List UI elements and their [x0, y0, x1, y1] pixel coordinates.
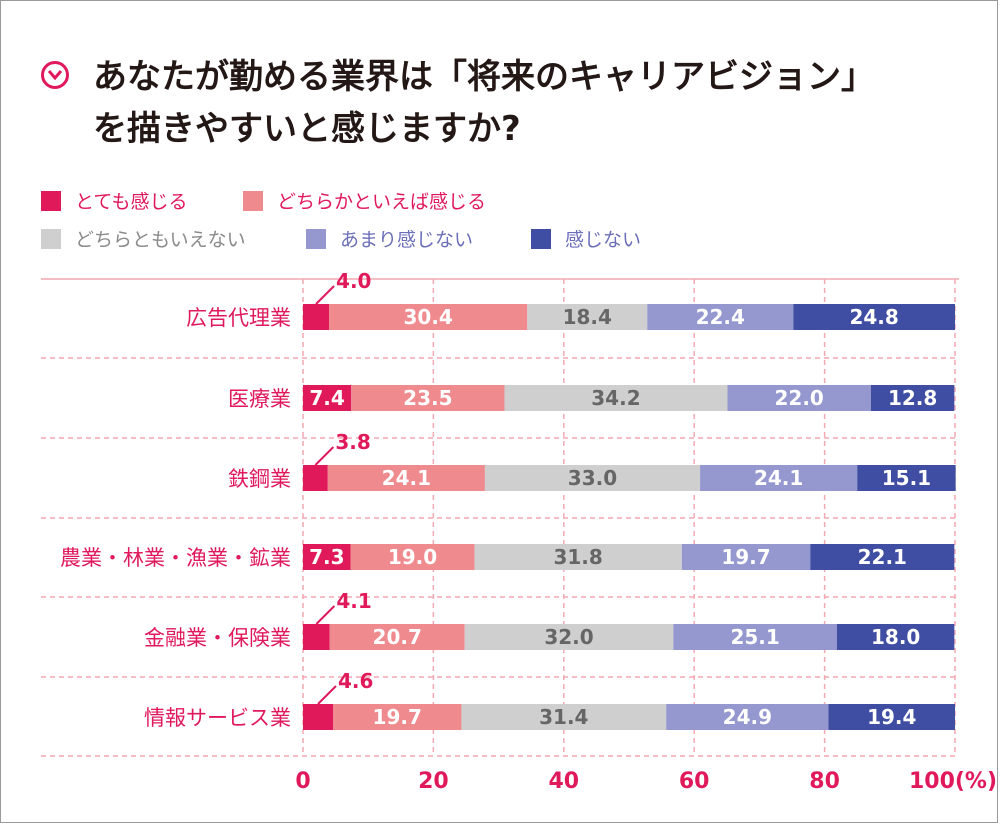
- bar-segment: [474, 544, 682, 570]
- bar-segment: [350, 544, 475, 570]
- data-label: 4.0: [336, 269, 371, 293]
- bar-segment: [673, 624, 837, 650]
- data-label: 4.6: [338, 669, 373, 693]
- bar-segment: [527, 304, 648, 330]
- category-label: 医療業: [228, 387, 291, 411]
- data-label: 22.0: [774, 386, 823, 410]
- data-label: 3.8: [335, 430, 370, 454]
- data-label: 24.9: [723, 705, 772, 729]
- bar-segment: [793, 304, 955, 330]
- x-tick-label: 20: [418, 769, 449, 794]
- data-label: 24.1: [382, 466, 431, 490]
- bar-segment: [700, 465, 858, 491]
- bar-segment: [351, 385, 505, 411]
- bar-segment: [303, 704, 333, 730]
- legend-label: とても感じる: [75, 191, 188, 213]
- bar-segment: [810, 544, 955, 570]
- bar-segment: [303, 385, 352, 411]
- bar-segment: [681, 544, 811, 570]
- legend-label: あまり感じない: [340, 229, 474, 251]
- bar-segment: [647, 304, 794, 330]
- data-label: 19.7: [721, 545, 770, 569]
- legend-item-not-much: あまり感じない: [306, 225, 473, 252]
- bar-segment: [461, 704, 667, 730]
- title-line-1: あなたが勤める業界は「将来のキャリアビジョン」: [93, 57, 875, 97]
- data-label: 33.0: [568, 466, 617, 490]
- data-label: 24.1: [754, 466, 803, 490]
- legend-item-not-at-all: 感じない: [531, 225, 641, 252]
- bar-segment: [303, 304, 330, 330]
- callout-line: [317, 685, 337, 705]
- bar-segment: [484, 465, 701, 491]
- data-label: 31.8: [553, 545, 602, 569]
- x-tick-label: 100(%): [909, 769, 997, 794]
- data-label: 19.0: [388, 545, 437, 569]
- data-label: 15.1: [882, 466, 931, 490]
- bar-segment: [836, 624, 955, 650]
- callout-line: [315, 285, 335, 305]
- legend-swatch: [41, 228, 61, 249]
- bar-segment: [727, 385, 871, 411]
- x-tick-label: 0: [295, 769, 310, 794]
- chevron-down-circle-icon: [41, 61, 69, 89]
- data-label: 34.2: [591, 386, 640, 410]
- data-label: 22.4: [696, 305, 745, 329]
- data-label: 24.8: [849, 305, 898, 329]
- bar-segment: [327, 465, 485, 491]
- data-label: 7.3: [309, 545, 344, 569]
- legend-swatch: [243, 190, 263, 211]
- data-label: 20.7: [373, 625, 422, 649]
- chart-title: あなたが勤める業界は「将来のキャリアビジョン」 を描きやすいと感じますか?: [93, 51, 993, 155]
- legend-swatch: [41, 190, 61, 211]
- category-label: 金融業・保険業: [144, 626, 291, 650]
- category-label: 情報サービス業: [144, 706, 291, 730]
- callout-line: [315, 605, 336, 625]
- bar-segment: [666, 704, 829, 730]
- data-label: 19.4: [867, 705, 916, 729]
- legend-item-neutral: どちらともいえない: [41, 225, 246, 252]
- title-line-2: を描きやすいと感じますか?: [93, 109, 521, 149]
- x-tick-label: 80: [809, 769, 840, 794]
- bar-segment: [329, 624, 465, 650]
- data-label: 31.4: [539, 705, 588, 729]
- data-label: 23.5: [403, 386, 452, 410]
- bar-segment: [504, 385, 728, 411]
- data-label: 7.4: [309, 386, 344, 410]
- data-label: 30.4: [404, 305, 453, 329]
- data-label: 32.0: [544, 625, 593, 649]
- bar-segment: [303, 624, 330, 650]
- data-label: 25.1: [730, 625, 779, 649]
- bar-segment: [329, 304, 528, 330]
- legend-item-strongly: とても感じる: [41, 187, 187, 214]
- bar-segment: [332, 704, 462, 730]
- x-tick-label: 60: [679, 769, 710, 794]
- bar-segment: [464, 624, 674, 650]
- data-label: 12.8: [888, 386, 937, 410]
- bar-segment: [828, 704, 955, 730]
- legend-swatch: [531, 228, 551, 249]
- bar-segment: [857, 465, 956, 491]
- data-label: 4.1: [336, 589, 371, 613]
- bar-segment: [870, 385, 955, 411]
- bar-segment: [303, 544, 351, 570]
- legend-item-somewhat: どちらかといえば感じる: [243, 187, 486, 214]
- data-label: 19.7: [373, 705, 422, 729]
- data-label: 22.1: [858, 545, 907, 569]
- category-label: 鉄鋼業: [228, 467, 291, 491]
- legend-label: どちらかといえば感じる: [277, 191, 487, 213]
- callout-line: [314, 446, 335, 466]
- legend-label: どちらともいえない: [75, 229, 246, 251]
- category-label: 農業・林業・漁業・鉱業: [60, 546, 291, 570]
- data-label: 18.0: [871, 625, 920, 649]
- x-tick-label: 40: [548, 769, 579, 794]
- legend-swatch: [306, 228, 326, 249]
- category-label: 広告代理業: [186, 306, 291, 330]
- bar-segment: [303, 465, 328, 491]
- legend-label: 感じない: [565, 229, 642, 251]
- data-label: 18.4: [563, 305, 612, 329]
